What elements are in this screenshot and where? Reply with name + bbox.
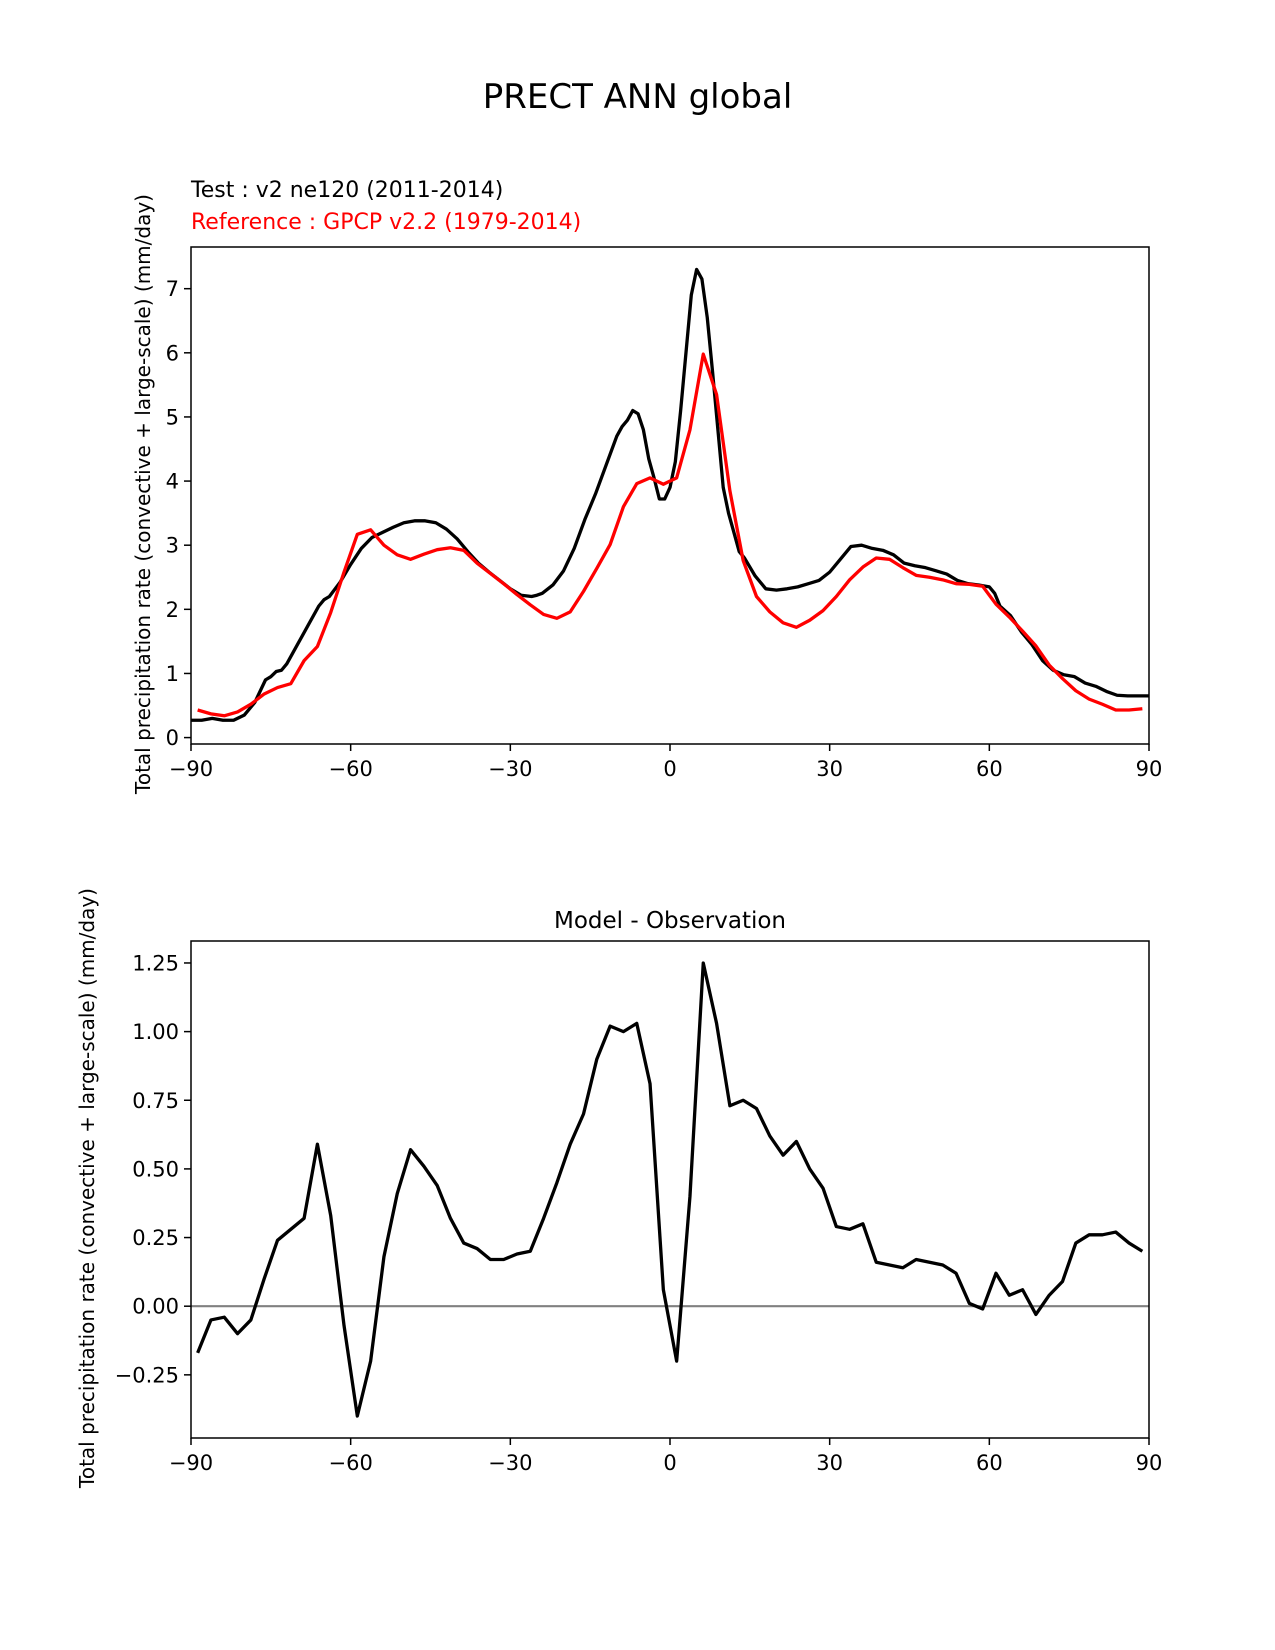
top-panel: Test : v2 ne120 (2011-2014) Reference : …: [131, 178, 1162, 795]
bottom-x-tick-label: −90: [169, 1451, 213, 1475]
bottom-y-tick-label: 0.25: [132, 1226, 179, 1250]
top-y-tick-label: 5: [166, 405, 179, 429]
figure-title: PRECT ANN global: [483, 77, 793, 117]
top-y-tick-label: 1: [166, 662, 179, 686]
bottom-y-tick-label: 1.25: [132, 951, 179, 975]
bottom-x-tick-label: −30: [488, 1451, 532, 1475]
top-x-tick-label: −30: [488, 757, 532, 781]
bottom-y-tick-label: −0.25: [115, 1363, 179, 1387]
bottom-y-tick-label: 0.75: [132, 1089, 179, 1113]
bottom-x-tick-label: 90: [1136, 1451, 1163, 1475]
bottom-y-tick-label: 1.00: [132, 1020, 179, 1044]
top-x-tick-label: 60: [976, 757, 1003, 781]
top-y-axis-label: Total precipitation rate (convective + l…: [131, 194, 155, 795]
top-x-tick-label: 0: [663, 757, 676, 781]
top-x-tick-label: 90: [1136, 757, 1163, 781]
bottom-y-axis-label: Total precipitation rate (convective + l…: [75, 888, 99, 1489]
bottom-x-tick-label: 30: [816, 1451, 843, 1475]
bottom-chart-title: Model - Observation: [554, 908, 786, 934]
top-x-tick-label: −60: [329, 757, 373, 781]
bottom-x-tick-label: 60: [976, 1451, 1003, 1475]
bottom-panel: Model - Observation Total precipitation …: [75, 888, 1162, 1489]
bottom-x-tick-label: −60: [329, 1451, 373, 1475]
bottom-x-tick-label: 0: [663, 1451, 676, 1475]
top-chart-marks: −90 −60 −30 0 30 60 90 0 1 2 3 4 5 6 7: [166, 267, 1163, 781]
test-label: Test : v2 ne120 (2011-2014): [190, 178, 503, 203]
top-y-tick-label: 2: [166, 598, 179, 622]
top-x-tick-label: 30: [816, 757, 843, 781]
top-y-tick-label: 6: [166, 341, 179, 365]
top-y-tick-label: 4: [166, 470, 179, 494]
top-series-1-line: [197, 352, 1143, 718]
top-y-tick-label: 7: [166, 277, 179, 301]
top-y-tick-label: 3: [166, 534, 179, 558]
top-x-tick-label: −90: [169, 757, 213, 781]
top-y-tick-label: 0: [166, 726, 179, 750]
top-plot-frame: [190, 246, 1150, 745]
bottom-series-0-line: [196, 961, 1144, 1418]
bottom-y-tick-label: 0.00: [132, 1295, 179, 1319]
bottom-y-tick-label: 0.50: [132, 1157, 179, 1181]
reference-label: Reference : GPCP v2.2 (1979-2014): [191, 210, 581, 235]
bottom-chart-marks: −90 −60 −30 0 30 60 90 −0.25 0.00 0.25 0.50 0.75 1.0…: [115, 951, 1163, 1475]
bottom-plot-frame: [190, 940, 1150, 1439]
